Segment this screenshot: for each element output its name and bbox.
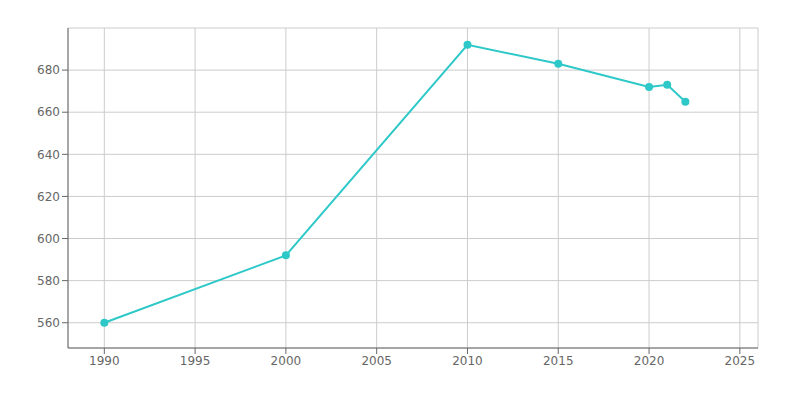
svg-text:1990: 1990 xyxy=(89,354,120,368)
svg-text:600: 600 xyxy=(37,232,60,246)
svg-text:2005: 2005 xyxy=(361,354,392,368)
svg-text:2015: 2015 xyxy=(543,354,574,368)
svg-text:1995: 1995 xyxy=(180,354,211,368)
svg-text:2000: 2000 xyxy=(271,354,302,368)
svg-text:2025: 2025 xyxy=(725,354,756,368)
svg-text:560: 560 xyxy=(37,316,60,330)
svg-text:620: 620 xyxy=(37,190,60,204)
svg-text:660: 660 xyxy=(37,105,60,119)
svg-text:680: 680 xyxy=(37,63,60,77)
svg-text:2010: 2010 xyxy=(452,354,483,368)
svg-text:580: 580 xyxy=(37,274,60,288)
svg-text:640: 640 xyxy=(37,148,60,162)
svg-text:2020: 2020 xyxy=(634,354,665,368)
